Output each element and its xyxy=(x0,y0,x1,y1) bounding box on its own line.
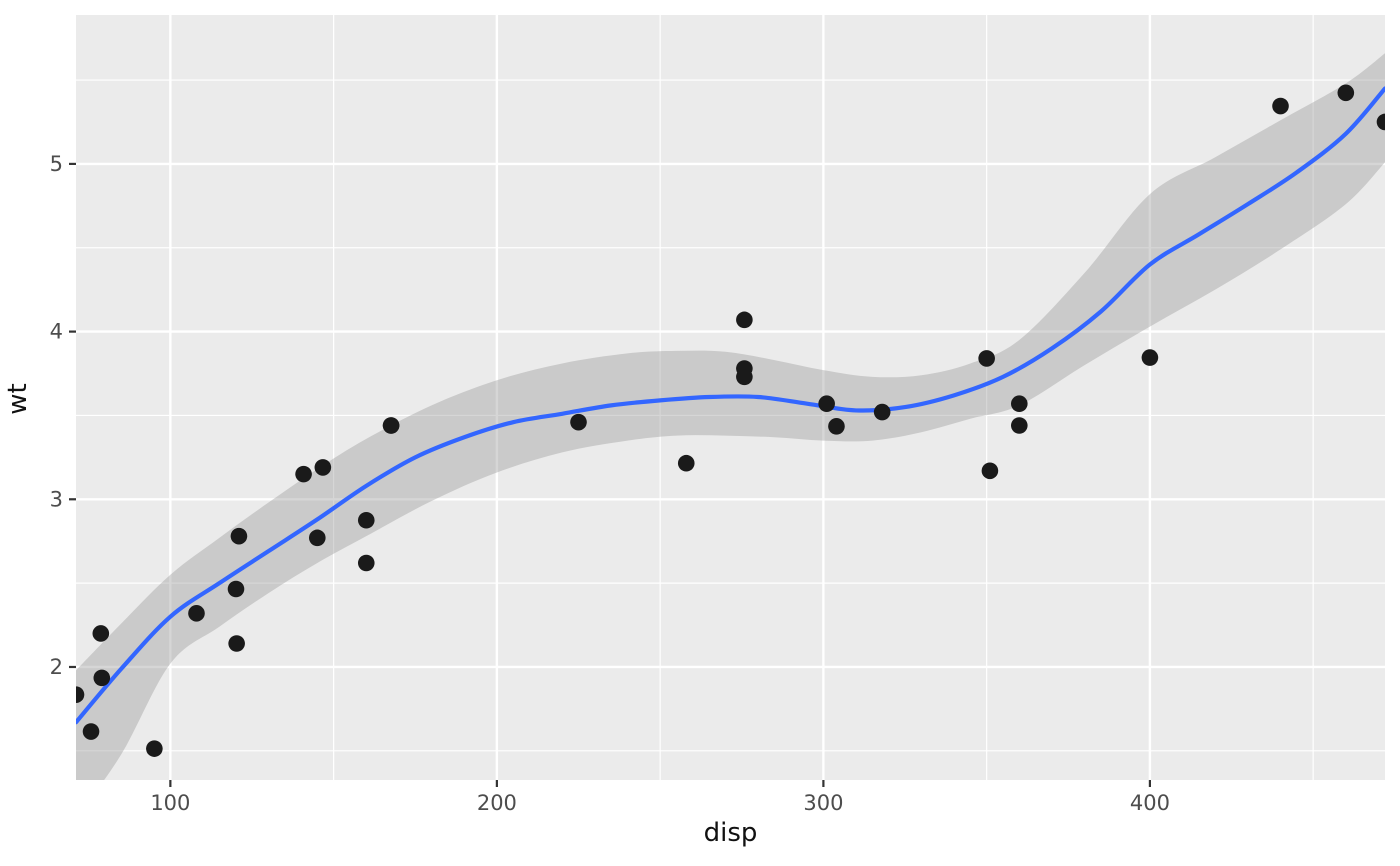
data-point xyxy=(1337,84,1355,102)
data-point xyxy=(677,454,695,472)
data-point xyxy=(308,529,326,547)
data-point xyxy=(873,403,891,421)
smooth-line xyxy=(76,86,1385,725)
x-tick-label: 400 xyxy=(1130,791,1170,815)
data-point xyxy=(188,605,205,622)
data-point xyxy=(1272,97,1289,115)
data-point xyxy=(981,462,999,480)
data-point xyxy=(357,554,375,572)
y-tick-label: 3 xyxy=(50,487,63,511)
data-point xyxy=(295,465,312,483)
loess-smooth-line xyxy=(76,86,1385,725)
x-tick-label: 100 xyxy=(150,791,190,815)
y-tick-label: 5 xyxy=(50,152,63,176)
data-point xyxy=(314,459,332,476)
data-point xyxy=(828,418,845,435)
major-gridlines xyxy=(76,15,1385,780)
data-point xyxy=(1011,395,1028,413)
data-point xyxy=(1011,417,1028,434)
data-point xyxy=(978,350,995,367)
data-point xyxy=(736,311,753,329)
data-point xyxy=(146,740,163,757)
x-axis-title: disp xyxy=(703,818,758,848)
data-point xyxy=(76,686,85,703)
data-point xyxy=(228,635,245,652)
data-point xyxy=(357,511,375,529)
axis-tick-labels: 100 200 300 400 2 3 4 5 xyxy=(50,152,1170,815)
data-point xyxy=(227,580,245,598)
data-point xyxy=(93,669,111,687)
data-point xyxy=(82,723,100,740)
data-point xyxy=(1141,349,1159,366)
data-point xyxy=(1376,113,1385,131)
data-points xyxy=(76,84,1385,757)
data-point xyxy=(92,625,110,642)
data-point xyxy=(230,527,248,545)
ribbon-area xyxy=(76,53,1385,780)
axis-tick-marks xyxy=(69,162,1152,787)
data-point xyxy=(818,395,835,413)
x-tick-label: 300 xyxy=(803,791,843,815)
minor-gridlines xyxy=(76,15,1385,780)
y-tick-label: 2 xyxy=(50,655,63,679)
y-tick-label: 4 xyxy=(50,320,63,344)
x-tick-label: 200 xyxy=(477,791,517,815)
y-axis-title: wt xyxy=(3,383,33,415)
data-point xyxy=(736,360,753,377)
data-point xyxy=(570,413,587,431)
data-point xyxy=(382,417,400,434)
confidence-ribbon xyxy=(76,53,1385,780)
